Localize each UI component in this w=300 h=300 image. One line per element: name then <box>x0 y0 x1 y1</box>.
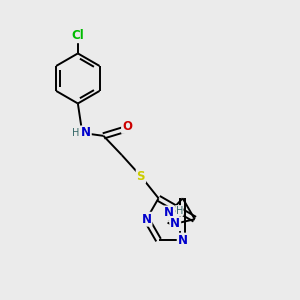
Text: H: H <box>72 128 80 138</box>
Text: N: N <box>170 217 180 230</box>
Text: Cl: Cl <box>71 29 84 42</box>
Text: N: N <box>81 126 91 140</box>
Text: O: O <box>122 120 132 133</box>
Text: N: N <box>164 206 174 220</box>
Text: N: N <box>178 234 188 247</box>
Text: N: N <box>142 213 152 226</box>
Text: S: S <box>136 170 145 183</box>
Text: H: H <box>176 206 183 216</box>
